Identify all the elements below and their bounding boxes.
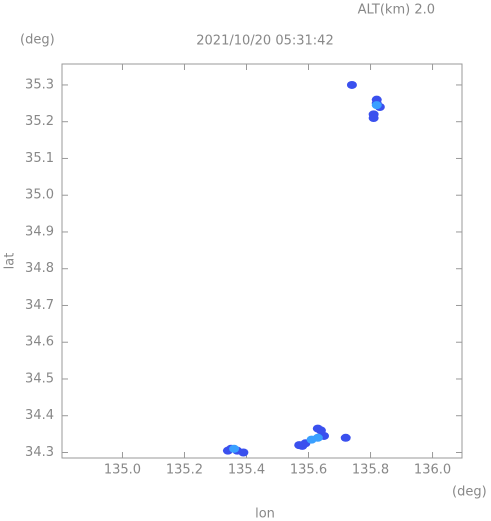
y-tick-label: 35.0 [25,188,54,203]
y-tick-label: 34.5 [25,371,54,386]
subtitle: ALT(km) 2.0 [358,3,435,18]
x-tick-label: 136.0 [414,463,451,478]
x-tick-label: 135.8 [352,463,389,478]
point [238,448,249,457]
point [371,101,382,110]
point [346,80,357,89]
point [340,433,351,442]
plot-frame [61,63,463,459]
x-unit: (deg) [452,485,487,500]
y-tick-label: 34.9 [25,224,54,239]
y-tick-label: 35.2 [25,114,54,129]
y-tick-label: 34.7 [25,298,54,313]
point [371,95,382,104]
x-tick-label: 135.4 [228,463,265,478]
x-tick-label: 135.6 [290,463,327,478]
x-tick-label: 135.2 [166,463,203,478]
x-tick-label: 135.0 [104,463,141,478]
y-label: lat [3,253,18,270]
point [229,444,240,453]
point [297,441,308,450]
point [368,114,379,123]
point [312,433,323,442]
y-tick-label: 34.4 [25,408,54,423]
point [312,424,323,433]
x-label: lon [255,507,275,521]
y-unit: (deg) [20,33,55,48]
y-tick-label: 35.1 [25,151,54,166]
y-tick-label: 34.6 [25,335,54,350]
y-tick-label: 34.8 [25,261,54,276]
y-tick-label: 35.3 [25,77,54,92]
chart-title: 2021/10/20 05:31:42 [196,34,333,49]
y-tick-label: 34.3 [25,445,54,460]
